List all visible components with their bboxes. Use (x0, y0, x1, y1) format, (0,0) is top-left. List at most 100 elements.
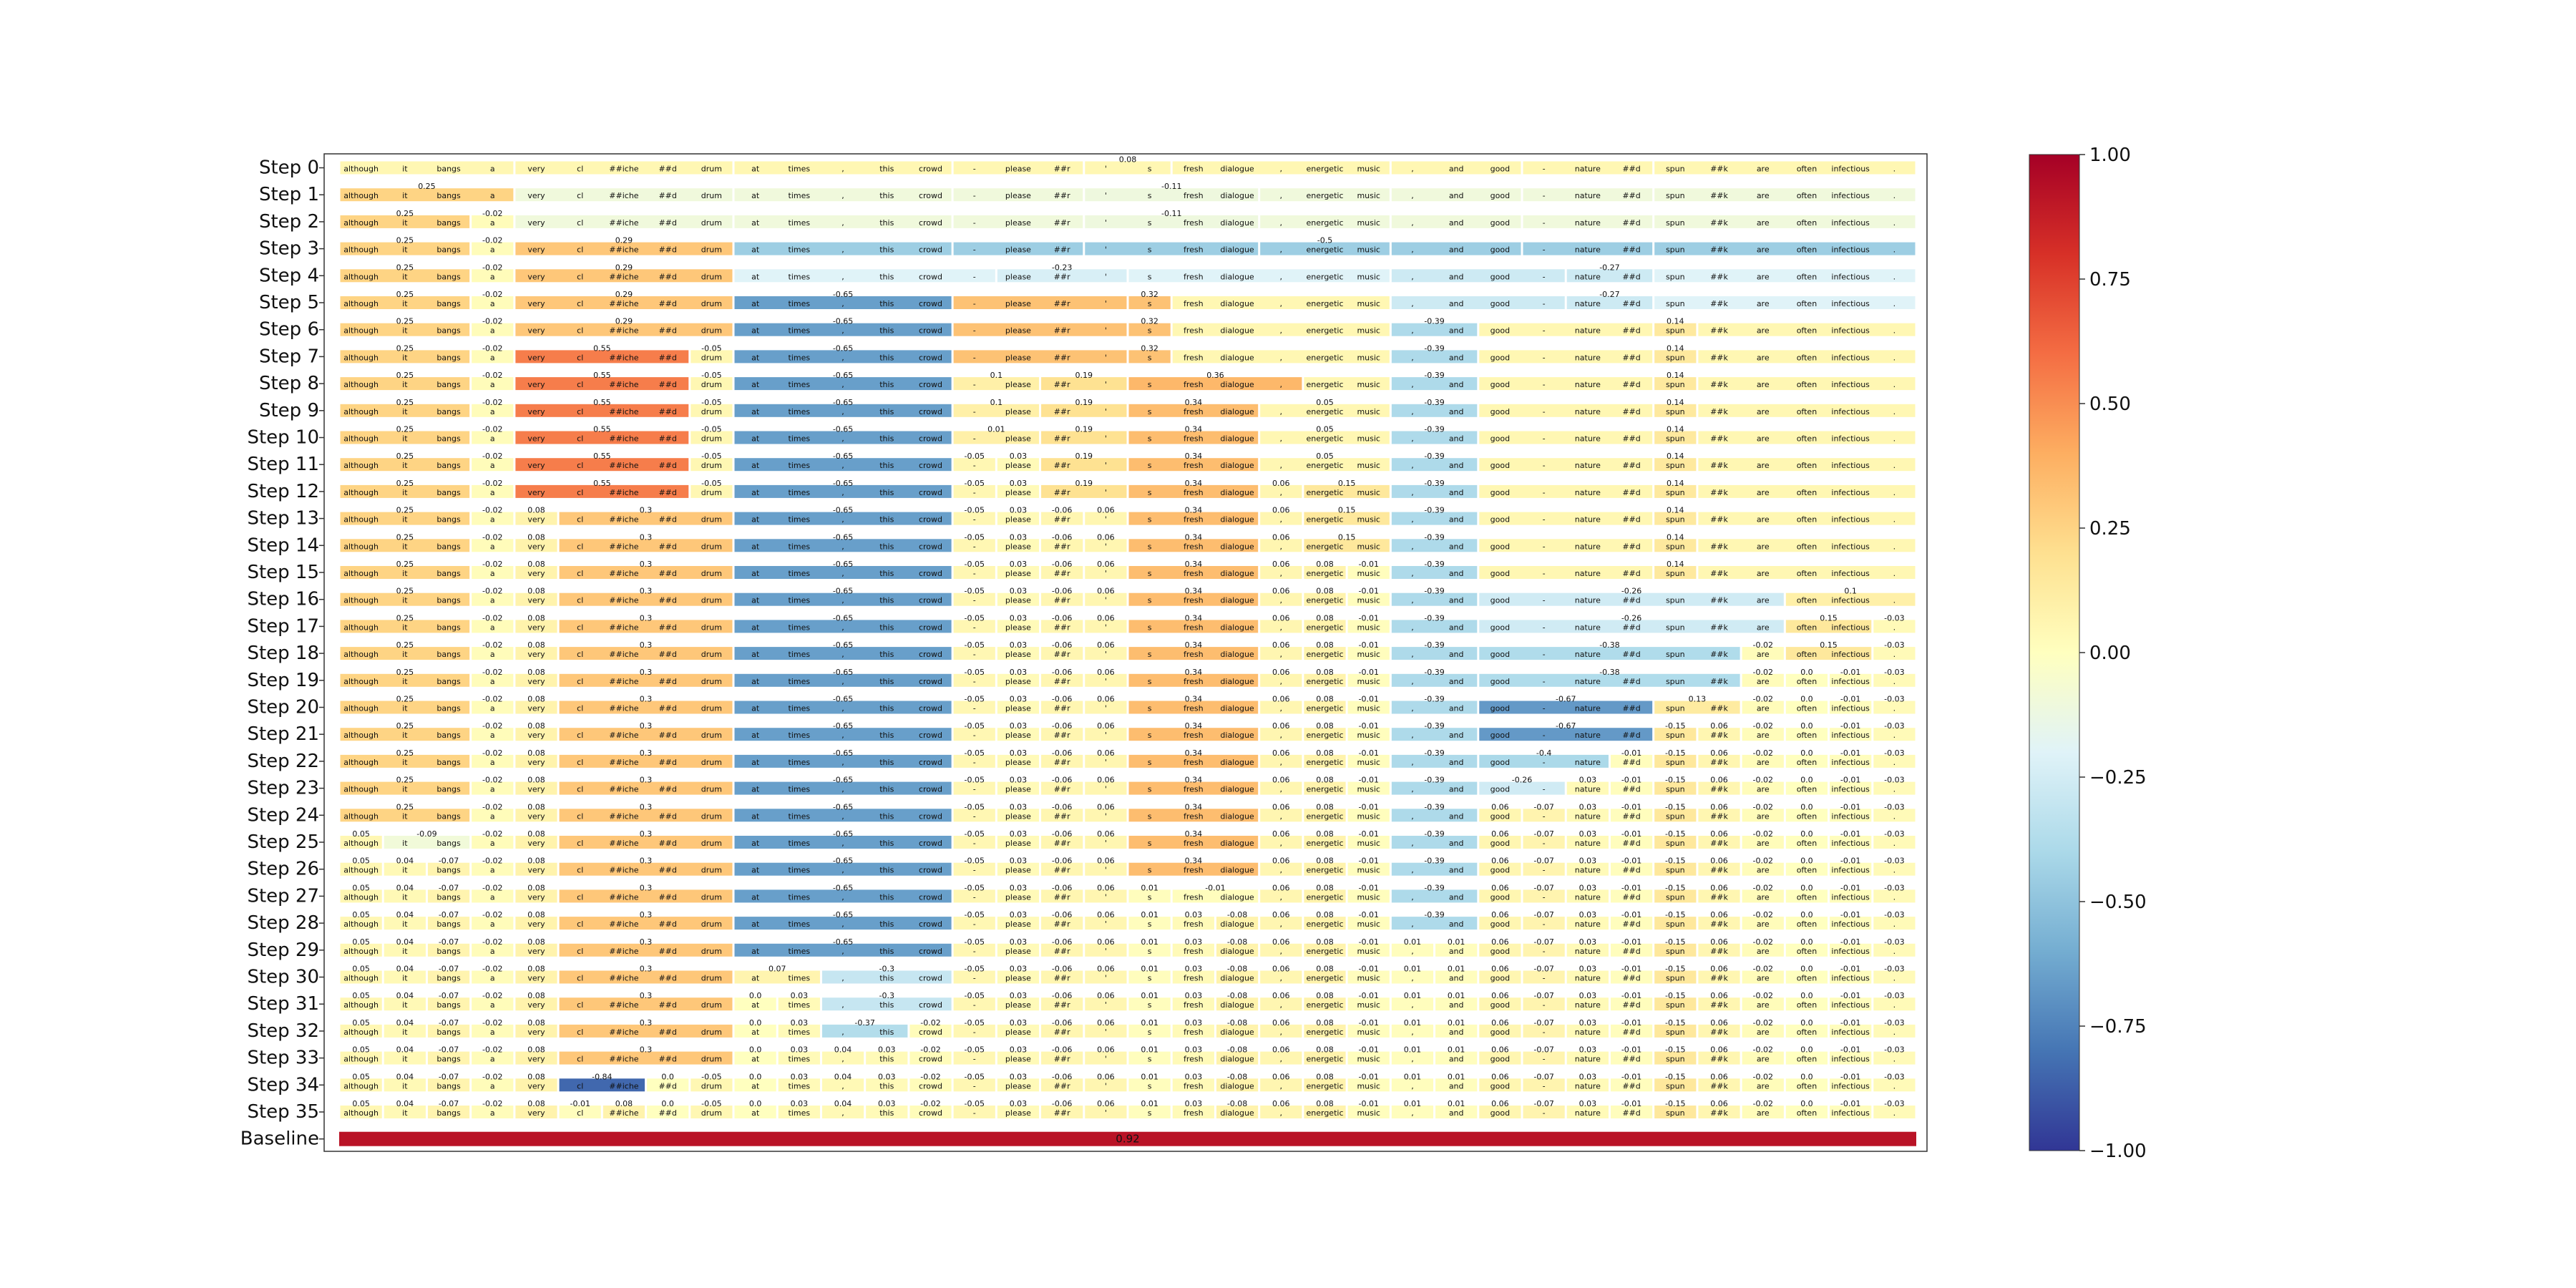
attribution-cell (1260, 215, 1390, 228)
token-label: are (1757, 947, 1770, 956)
attribution-cell (1566, 997, 1609, 1011)
token-label: fresh (1184, 758, 1204, 767)
token-label: drum (701, 650, 722, 659)
row-label: Step 9 (259, 400, 319, 421)
token-label: very (527, 1028, 545, 1037)
attribution-cell (734, 809, 952, 822)
token-label: at (751, 839, 760, 848)
cell-value-label: 0.25 (396, 721, 414, 731)
attribution-cell (997, 512, 1040, 525)
attribution-cell (1654, 242, 1916, 255)
attribution-cell (1830, 889, 1872, 903)
attribution-cell (340, 377, 470, 391)
token-label: energetic (1306, 1108, 1343, 1118)
cell-value-label: 0.08 (527, 1018, 545, 1028)
cell-value-label: 0.19 (1075, 425, 1093, 434)
token-label: at (751, 434, 760, 444)
cell-value-label: 0.08 (527, 802, 545, 811)
token-label: crowd (919, 919, 942, 929)
token-label: s (1148, 623, 1152, 632)
token-label: fresh (1184, 542, 1204, 551)
token-label: very (527, 326, 545, 336)
cell-value-label: 0.08 (1316, 802, 1334, 811)
cell-value-label: -0.06 (1052, 721, 1072, 731)
token-label: ##d (1622, 1000, 1640, 1010)
token-label: ##iche (609, 407, 639, 416)
cell-value-label: -0.03 (1884, 965, 1904, 974)
token-label: please (1005, 542, 1031, 551)
cell-value-label: -0.15 (1665, 776, 1685, 785)
cell-value-label: 0.05 (352, 991, 370, 1000)
token-label: at (751, 623, 760, 632)
cell-value-label: 0.0 (1800, 1099, 1813, 1108)
token-label: ##iche (609, 461, 639, 470)
attribution-cell (1698, 350, 1916, 364)
attribution-cell (1742, 754, 1784, 768)
token-label: often (1797, 1108, 1817, 1118)
cell-value-label: 0.03 (1185, 1018, 1203, 1028)
cell-value-label: 0.03 (1010, 1072, 1028, 1081)
token-label: although (343, 1108, 379, 1118)
attribution-cell (472, 889, 514, 903)
token-label: ##d (1622, 650, 1640, 659)
attribution-cell (559, 943, 733, 957)
token-label: please (1005, 947, 1031, 956)
token-label: often (1797, 650, 1817, 659)
cell-value-label: 0.03 (1185, 937, 1203, 947)
token-label: nature (1575, 623, 1601, 632)
token-label: times (789, 596, 811, 605)
attribution-cell (1085, 728, 1127, 741)
attribution-cell (1830, 836, 1872, 849)
token-label: ##d (1622, 461, 1640, 470)
token-label: spun (1666, 218, 1685, 228)
token-label: - (1543, 218, 1546, 228)
attribution-cell (691, 484, 733, 498)
token-label: ##k (1710, 434, 1728, 444)
token-label: s (1148, 165, 1152, 174)
token-label: s (1148, 569, 1152, 578)
attribution-cell (1391, 458, 1478, 472)
token-label: nature (1575, 1081, 1601, 1091)
token-label: ' (1105, 866, 1107, 875)
attribution-cell (1128, 458, 1259, 472)
token-label: often (1797, 272, 1817, 281)
token-label: ##r (1054, 569, 1070, 578)
token-label: although (343, 542, 379, 551)
attribution-cell (427, 917, 470, 930)
token-label: drum (701, 434, 722, 444)
token-label: fresh (1184, 811, 1204, 821)
token-label: ##d (1622, 218, 1640, 228)
cell-value-label: 0.03 (1579, 910, 1597, 919)
cell-value-label: -0.02 (482, 263, 502, 272)
attribution-cell (472, 215, 514, 228)
token-label: , (1280, 407, 1283, 416)
cell-value-label: 0.05 (352, 829, 370, 839)
token-label: cl (577, 866, 583, 875)
row-label: Step 6 (259, 319, 319, 341)
token-label: ' (1105, 569, 1107, 578)
attribution-cell (1479, 512, 1653, 525)
attribution-cell (953, 215, 1083, 228)
cell-value-label: 0.03 (1010, 776, 1028, 785)
token-label: nature (1575, 299, 1601, 308)
token-label: at (751, 1081, 760, 1091)
attribution-cell (1041, 512, 1083, 525)
cell-value-label: 0.03 (1010, 721, 1028, 731)
token-label: ##iche (609, 165, 639, 174)
cell-value-label: -0.02 (1752, 802, 1772, 811)
cell-value-label: 0.06 (1710, 991, 1728, 1000)
attribution-cell (1566, 836, 1609, 849)
cell-value-label: -0.01 (1840, 1099, 1860, 1108)
row-label: Step 13 (247, 508, 319, 530)
token-label: times (789, 839, 811, 848)
token-label: good (1491, 785, 1510, 794)
token-label: , (1411, 974, 1414, 983)
token-label: - (973, 758, 976, 767)
token-label: although (343, 704, 379, 713)
token-label: , (1280, 515, 1283, 525)
attribution-cell (559, 566, 733, 579)
cell-value-label: -0.05 (701, 371, 721, 380)
token-label: infectious (1831, 974, 1870, 983)
token-label: , (1411, 299, 1414, 308)
cell-value-label: -0.08 (1227, 1018, 1247, 1028)
